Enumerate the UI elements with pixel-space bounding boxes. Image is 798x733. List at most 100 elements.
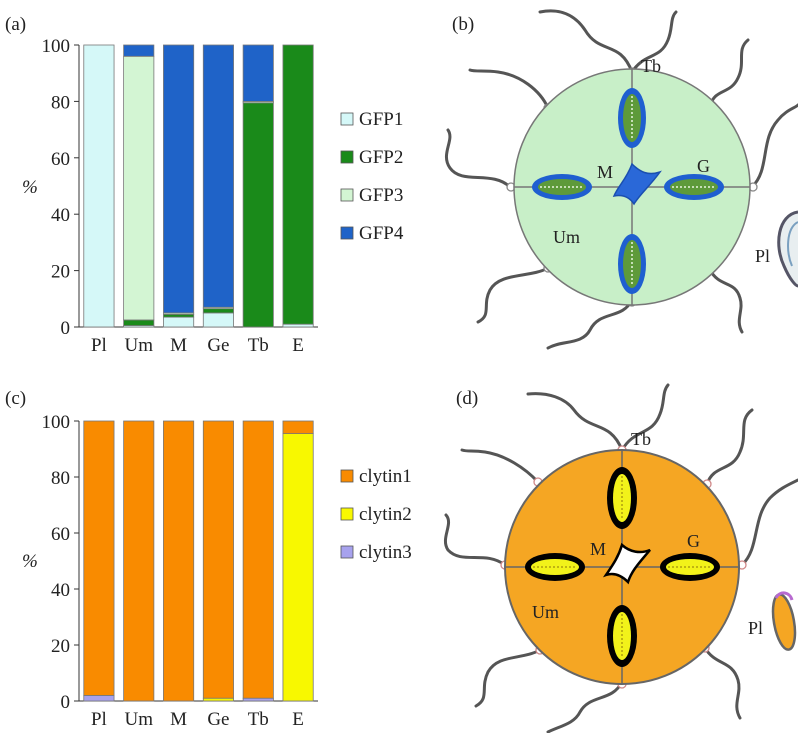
bar-Tb [242, 420, 274, 702]
label-tb-b: Tb [641, 56, 661, 76]
x-tick-label: E [292, 335, 304, 356]
bar-Pl [83, 420, 115, 702]
label-g-b: G [697, 156, 710, 176]
bar-segment-clytin1 [163, 420, 195, 702]
manubrium-d [602, 542, 651, 585]
label-m-d: M [590, 539, 606, 559]
label-pl-d: Pl [748, 618, 763, 638]
bar-M [163, 44, 195, 328]
y-tick-label: 80 [51, 92, 70, 113]
bar-Pl [83, 44, 115, 328]
polyp-b [777, 210, 798, 288]
bar-segment-clytin2 [282, 433, 314, 702]
label-g-d: G [687, 531, 700, 551]
y-axis-label: % [22, 551, 38, 572]
bar-segment-clytin1 [242, 420, 274, 699]
bar-Tb [242, 44, 274, 328]
bar-segment-clytin3 [83, 695, 115, 702]
bar-segment-GFP2 [282, 44, 314, 325]
bar-segment-GFP2 [163, 313, 195, 318]
manubrium-b [612, 162, 662, 206]
y-tick-label: 0 [61, 692, 71, 713]
x-tick-label: Tb [248, 335, 269, 356]
label-m-b: M [597, 162, 613, 182]
chart-a: 0 20 40 60 80 100% Pl Um M Ge Tb E GFP1 GFP2 GFP3 GFP4 [22, 36, 404, 356]
y-tick-label: 60 [51, 149, 70, 170]
label-pl-b: Pl [755, 246, 770, 266]
bar-segment-GFP2 [202, 308, 234, 314]
legend-swatch [340, 150, 354, 164]
legend-label: GFP1 [359, 109, 403, 130]
bar-E [282, 44, 314, 328]
bar-segment-GFP4 [123, 44, 155, 57]
bar-E [282, 420, 314, 702]
bar-segment-GFP2 [123, 319, 155, 326]
gonads-d [525, 467, 720, 667]
x-tick-label: M [170, 335, 187, 356]
panel-d-label: (d) [456, 388, 478, 409]
x-tick-label: Um [125, 335, 154, 356]
y-tick-label: 100 [42, 36, 71, 57]
y-tick-label: 20 [51, 262, 70, 283]
y-tick-label: 40 [51, 205, 70, 226]
bar-segment-GFP3 [123, 55, 155, 321]
bar-Um [123, 44, 155, 328]
label-tb-d: Tb [631, 429, 651, 449]
bar-segment-clytin3 [242, 697, 274, 702]
y-tick-label: 100 [42, 412, 71, 433]
bar-M [163, 420, 195, 702]
y-tick-label: 0 [61, 318, 71, 339]
legend-swatch [340, 545, 354, 559]
legend: GFP1 GFP2 GFP3 GFP4 [340, 109, 404, 244]
bar-segment-GFP2 [242, 102, 274, 328]
legend-label: GFP2 [359, 147, 403, 168]
medusa-diagram-b: Tb M G Um Pl [444, 9, 798, 350]
bar-segment-GFP4 [163, 44, 195, 314]
y-tick-label: 40 [51, 580, 70, 601]
bar-segment-clytin1 [282, 420, 314, 435]
y-tick-label: 60 [51, 524, 70, 545]
bar-segment-GFP4 [242, 44, 274, 102]
bar-segment-clytin1 [123, 420, 155, 702]
y-tick-label: 80 [51, 468, 70, 489]
x-tick-label: Um [125, 709, 154, 730]
legend-swatch [340, 112, 354, 126]
panel-b-label: (b) [452, 14, 474, 35]
bar-segment-clytin1 [83, 420, 115, 696]
bar-segment-GFP4 [202, 44, 234, 308]
legend-label: clytin3 [359, 542, 412, 563]
tentacles [444, 9, 798, 350]
medusa-diagram-d: Tb M G Um Pl [443, 383, 798, 733]
bar-segment-clytin1 [202, 420, 234, 699]
legend-swatch [340, 469, 354, 483]
x-tick-label: Tb [248, 709, 269, 730]
label-um-b: Um [553, 227, 580, 247]
bar-Ge [202, 44, 234, 328]
x-tick-label: Ge [207, 335, 229, 356]
panel-a-label: (a) [5, 14, 26, 35]
polyp-d [771, 591, 797, 651]
bar-Ge [202, 420, 234, 702]
legend-swatch [340, 188, 354, 202]
bar-segment-GFP1 [83, 44, 115, 328]
legend-label: clytin2 [359, 504, 412, 525]
bar-segment-clytin2 [202, 697, 234, 702]
bar-segment-GFP1 [163, 316, 195, 328]
tentacles [443, 383, 798, 733]
legend-label: GFP4 [359, 223, 404, 244]
legend: clytin1 clytin2 clytin3 [340, 466, 412, 563]
x-tick-label: Pl [91, 709, 107, 730]
legend-swatch [340, 507, 354, 521]
bar-Um [123, 420, 155, 702]
x-tick-label: Pl [91, 335, 107, 356]
y-tick-label: 20 [51, 636, 70, 657]
gonads-b [532, 88, 724, 294]
x-tick-label: Ge [207, 709, 229, 730]
bar-segment-GFP1 [202, 312, 234, 328]
legend-label: GFP3 [359, 185, 403, 206]
x-tick-label: E [292, 709, 304, 730]
label-um-d: Um [532, 602, 559, 622]
